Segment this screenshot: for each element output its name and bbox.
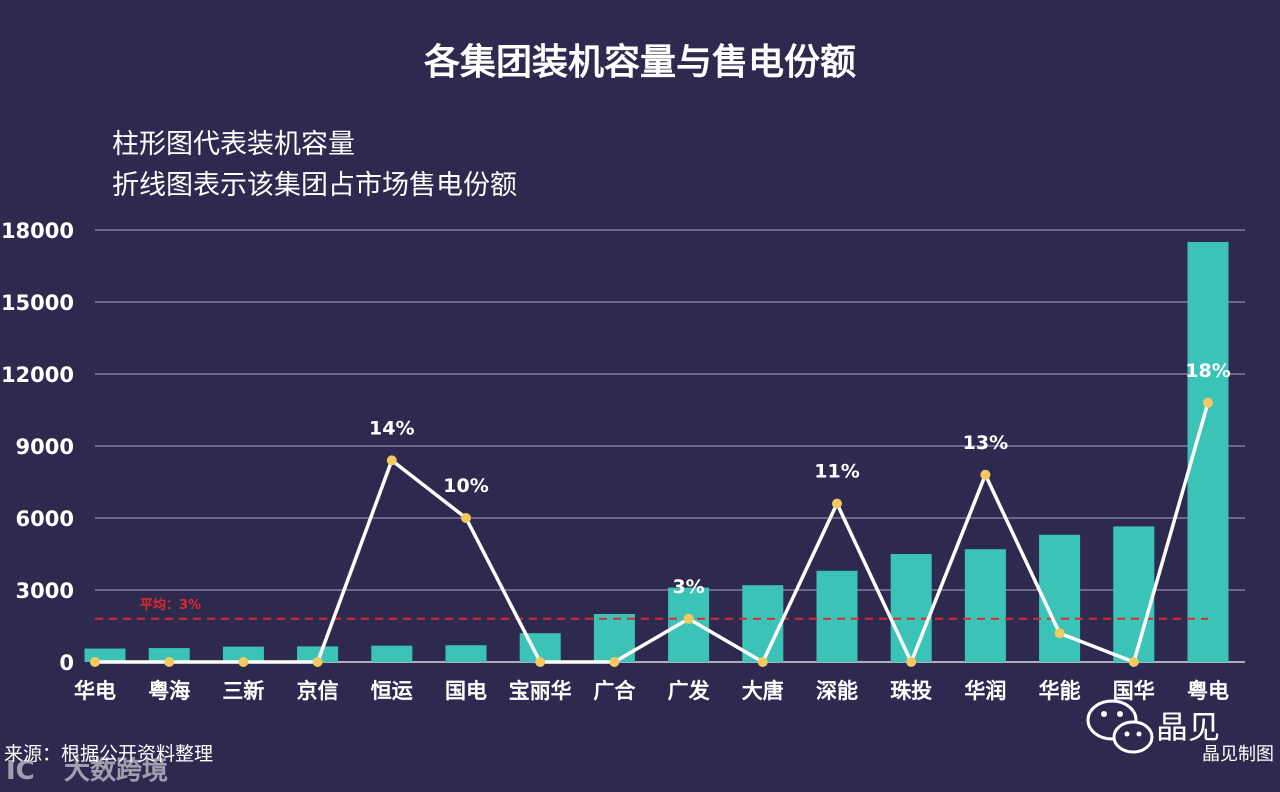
chart-subtitle-line-2: 折线图表示该集团占市场售电份额 — [112, 170, 517, 201]
line-point — [609, 657, 620, 667]
x-tick-label: 国华 — [1113, 679, 1155, 703]
chart-credit: 晶见制图 — [1202, 744, 1274, 765]
x-tick-label: 华电 — [74, 679, 116, 703]
y-tick-label: 12000 — [1, 363, 74, 387]
x-tick-label: 华能 — [1039, 679, 1081, 703]
bar — [668, 587, 710, 662]
x-tick-label: 恒运 — [371, 679, 413, 703]
x-tick-label: 深能 — [816, 679, 858, 703]
bar — [222, 646, 264, 662]
bar — [890, 554, 932, 662]
line-point — [461, 513, 471, 523]
share-line — [95, 402, 1210, 664]
y-axis-ticks: 0 3000 6000 9000 12000 15000 18000 — [1, 219, 74, 675]
watermark-logo: IC — [6, 756, 35, 786]
chart-subtitle-line-1: 柱形图代表装机容量 — [112, 129, 355, 160]
wechat-icon — [1086, 699, 1154, 754]
line-point — [757, 657, 768, 667]
bar — [297, 646, 339, 662]
x-tick-label: 粤电 — [1187, 679, 1229, 703]
x-tick-label: 华润 — [964, 679, 1006, 703]
x-tick-label: 广合 — [593, 679, 636, 703]
y-tick-label: 3000 — [16, 579, 74, 603]
average-line-label: 平均：3% — [140, 597, 201, 613]
average-line-group: 平均：3% — [95, 597, 1208, 620]
line-point — [832, 498, 842, 509]
x-tick-label: 粤海 — [148, 679, 190, 703]
watermark-text: 大数跨境 — [64, 755, 168, 786]
y-tick-label: 18000 — [1, 219, 74, 243]
line-point — [1054, 628, 1065, 639]
bar — [964, 549, 1006, 662]
line-point — [164, 657, 175, 667]
bar-series — [84, 242, 1229, 662]
bar — [1039, 534, 1081, 662]
y-tick-label: 6000 — [16, 507, 74, 531]
bar — [445, 645, 487, 662]
bar — [742, 585, 784, 662]
watermark: IC 大数跨境 — [6, 755, 168, 786]
x-tick-label: 三新 — [222, 679, 264, 703]
data-label: 3% — [672, 576, 704, 598]
line-point — [312, 657, 323, 667]
line-point — [1203, 397, 1213, 408]
line-series: 14% 10% 3% 11% 13% 18% — [90, 360, 1231, 667]
x-axis-ticks: 华电 粤海 三新 京信 恒运 国电 宝丽华 广合 广发 大唐 深能 珠投 华润 华能 国华 粤电 — [74, 679, 1229, 703]
bar — [1113, 526, 1155, 662]
brand-name: 晶见 — [1156, 708, 1220, 746]
chart-title: 各集团装机容量与售电份额 — [424, 42, 856, 83]
bar — [148, 648, 190, 662]
line-point — [1128, 657, 1139, 667]
line-point — [980, 469, 991, 480]
bar — [816, 570, 858, 662]
data-label: 10% — [443, 475, 488, 497]
line-point — [535, 657, 546, 667]
y-tick-label: 0 — [59, 651, 74, 675]
y-tick-label: 15000 — [1, 291, 74, 315]
data-label: 11% — [814, 461, 859, 483]
source-note: 来源：根据公开资料整理 — [4, 743, 213, 765]
line-point — [683, 613, 694, 624]
data-label: 18% — [1185, 360, 1230, 382]
x-tick-label: 广发 — [668, 679, 711, 703]
x-tick-label: 珠投 — [890, 679, 932, 703]
x-tick-label: 京信 — [297, 679, 339, 703]
y-tick-label: 9000 — [16, 435, 74, 459]
bar — [371, 645, 413, 662]
x-tick-label: 宝丽华 — [509, 679, 572, 703]
x-tick-label: 大唐 — [742, 679, 784, 703]
x-tick-label: 国电 — [445, 679, 487, 703]
line-point — [90, 657, 100, 667]
line-point — [386, 455, 397, 466]
line-point — [906, 657, 917, 667]
data-label: 14% — [369, 417, 414, 439]
line-point — [238, 657, 249, 667]
data-label: 13% — [963, 432, 1008, 454]
